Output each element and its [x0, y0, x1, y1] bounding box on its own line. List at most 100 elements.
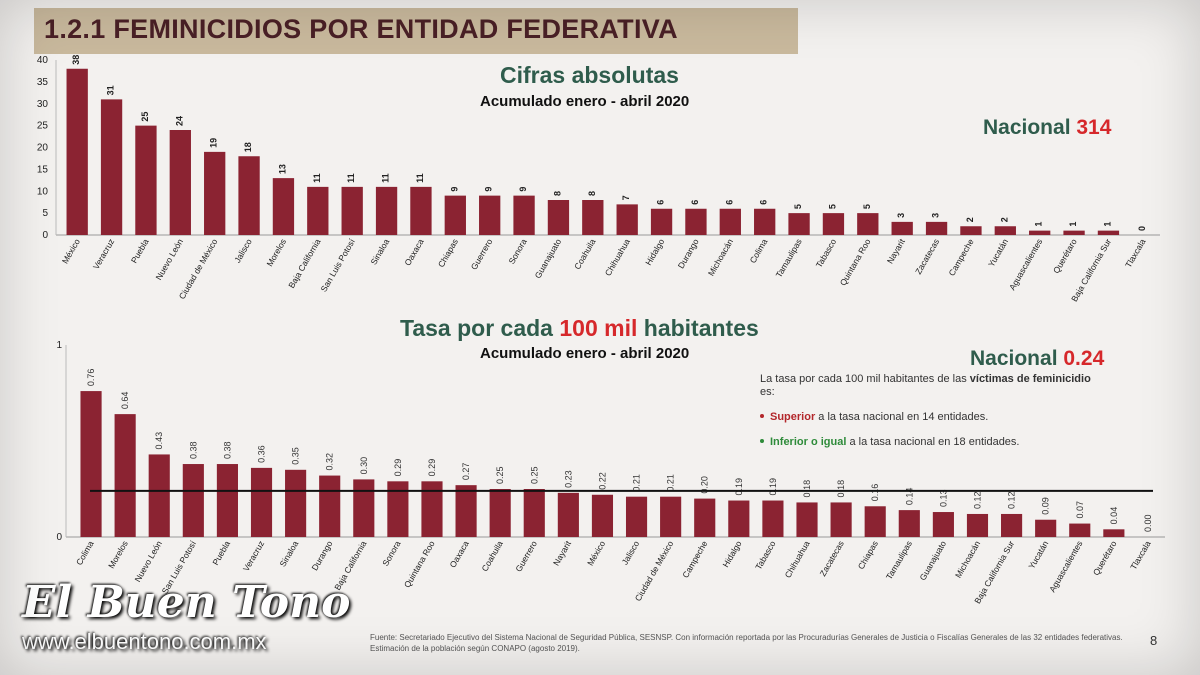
bottom-category-label: Aguascalientes: [1047, 539, 1084, 594]
bottom-bar: [148, 454, 170, 537]
top-value-label: 9: [449, 187, 459, 192]
bottom-bar: [625, 496, 648, 537]
bottom-bar: [353, 479, 375, 537]
bottom-bar: [182, 464, 204, 537]
bottom-category-label: Coahuila: [479, 539, 505, 573]
bottom-category-label: Chihuahua: [783, 539, 812, 580]
legend-intro-text: La tasa por cada 100 mil habitantes de l…: [760, 373, 967, 385]
bottom-value-label: 0.04: [1109, 507, 1119, 525]
top-bar: [66, 68, 88, 235]
bottom-bar: [796, 502, 818, 537]
page-number: 8: [1150, 633, 1158, 648]
top-bar: [238, 156, 260, 235]
bottom-category-label: Sinaloa: [278, 539, 301, 569]
bottom-chart-subtitle: Acumulado enero - abril 2020: [480, 345, 690, 362]
bottom-value-label: 0.21: [666, 474, 676, 492]
bottom-bar: [591, 494, 614, 537]
legend-superior: Superior a la tasa nacional en 14 entida…: [760, 411, 1180, 424]
top-bar: [582, 200, 604, 235]
top-bar: [1097, 230, 1120, 235]
bottom-category-label: Guanajuato: [917, 539, 948, 582]
top-bar: [788, 213, 810, 235]
bottom-category-label: Tlaxcala: [1128, 539, 1153, 572]
bottom-category-label: Zacatecas: [818, 539, 846, 578]
top-y-tick-label: 5: [42, 208, 48, 219]
legend-intro-end: es:: [760, 386, 775, 398]
top-bar: [100, 99, 123, 235]
bottom-title-part1: Tasa por cada: [400, 315, 553, 341]
top-value-label: 11: [381, 173, 391, 183]
top-y-tick-label: 20: [37, 143, 49, 154]
top-bar: [822, 213, 845, 235]
top-value-label: 6: [690, 200, 700, 205]
bottom-bar: [864, 506, 886, 537]
bottom-value-label: 0.22: [597, 472, 607, 490]
bottom-value-label: 0.38: [188, 442, 198, 460]
bottom-category-label: Ciudad de México: [633, 539, 676, 603]
top-value-label: 2: [965, 217, 975, 222]
bottom-bar: [830, 502, 852, 537]
bottom-category-label: Campeche: [680, 539, 709, 580]
bottom-category-label: Puebla: [210, 539, 232, 567]
top-value-label: 6: [724, 200, 734, 205]
top-bar: [479, 195, 501, 235]
bottom-bar: [285, 469, 307, 537]
bottom-bar: [1069, 523, 1091, 537]
top-bar: [204, 151, 226, 235]
top-bar: [650, 208, 673, 235]
legend-superior-label: Superior: [770, 411, 816, 423]
bottom-bar: [489, 489, 511, 537]
bottom-value-label: 0.29: [393, 459, 403, 477]
source-footer: Fuente: Secretariado Ejecutivo del Siste…: [370, 633, 1123, 653]
bottom-title-part2: habitantes: [643, 315, 759, 341]
bottom-value-label: 0.35: [291, 447, 301, 465]
bottom-value-label: 0.76: [86, 369, 96, 387]
legend-inferior-label: Inferior o igual: [770, 436, 847, 448]
bottom-value-label: 0.18: [836, 480, 846, 498]
bottom-category-label: Tamaulipas: [884, 539, 914, 581]
superior-bullet-icon: [760, 414, 764, 419]
top-bar: [719, 208, 741, 235]
top-national-label: Nacional: [983, 116, 1071, 139]
watermark-logo: El Buen Tono: [22, 577, 351, 628]
bottom-y-tick-label: 1: [56, 340, 62, 351]
top-bar: [410, 186, 432, 235]
top-bar: [754, 208, 776, 235]
bottom-value-label: 0.30: [359, 457, 369, 475]
bottom-bar: [1103, 529, 1125, 537]
bottom-category-label: Nayarit: [551, 538, 573, 567]
top-value-label: 31: [106, 85, 116, 95]
bottom-bar: [966, 513, 989, 537]
top-value-label: 8: [552, 191, 562, 196]
legend-superior-text: a la tasa nacional en 14 entidades.: [818, 411, 989, 423]
bottom-category-label: Colima: [74, 539, 96, 567]
bottom-value-label: 0.19: [734, 478, 744, 496]
top-bar: [444, 195, 466, 235]
top-value-label: 6: [759, 200, 769, 205]
top-value-label: 5: [862, 204, 872, 209]
bottom-bar: [762, 500, 784, 537]
top-value-label: 5: [793, 204, 803, 209]
bottom-value-label: 0.36: [257, 445, 267, 463]
legend-inferior: Inferior o igual a la tasa nacional en 1…: [760, 436, 1180, 449]
legend-intro-bold: víctimas de feminicidio: [969, 373, 1091, 385]
top-y-tick-label: 15: [37, 164, 49, 175]
bottom-value-label: 0.64: [120, 392, 130, 410]
top-value-label: 25: [140, 112, 150, 122]
bottom-bar: [80, 391, 102, 537]
top-bar: [341, 186, 363, 235]
bottom-value-label: 0.18: [802, 480, 812, 498]
top-bar: [272, 178, 295, 235]
top-value-label: 11: [346, 173, 356, 183]
bottom-bar: [932, 512, 954, 537]
bottom-value-label: 0.12: [1007, 491, 1017, 509]
bottom-category-label: Tabasco: [753, 539, 778, 572]
top-bar: [547, 200, 570, 235]
bottom-value-label: 0.07: [1075, 501, 1085, 519]
bottom-value-label: 0.25: [529, 466, 539, 484]
top-value-label: 1: [1068, 222, 1078, 227]
top-value-label: 38: [71, 55, 81, 65]
bottom-national-label: Nacional: [970, 347, 1058, 370]
